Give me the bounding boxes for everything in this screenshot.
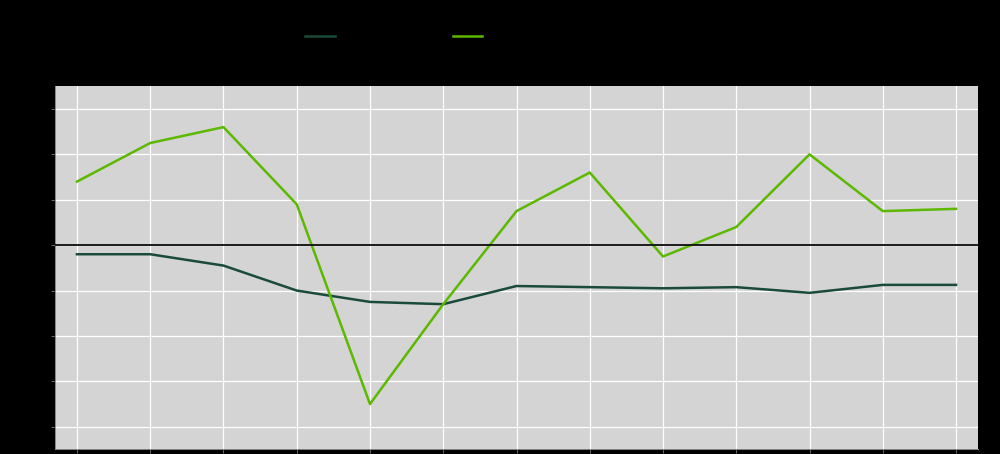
Legend: Afrique, Amérique latine et Caraïbes: Afrique, Amérique latine et Caraïbes	[300, 22, 700, 50]
